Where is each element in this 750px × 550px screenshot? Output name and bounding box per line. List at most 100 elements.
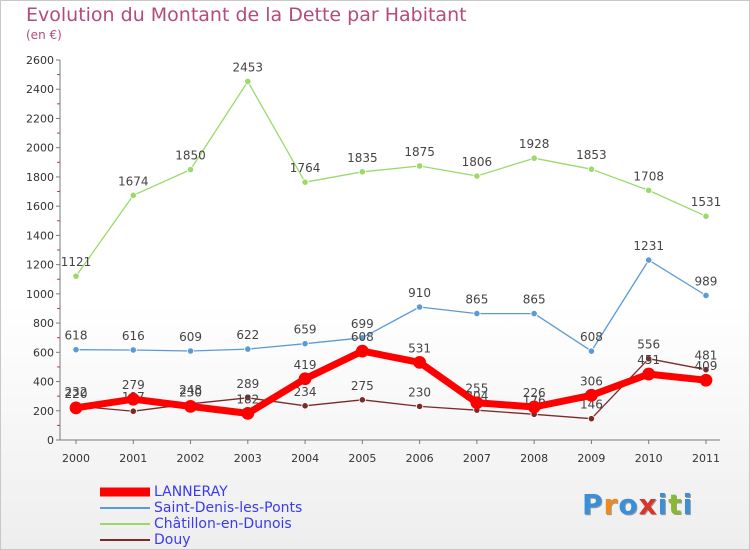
data-label-1: 865 (465, 293, 488, 307)
data-point-3 (645, 355, 653, 363)
data-point-1 (702, 291, 710, 300)
data-point-1 (186, 347, 195, 355)
data-point-3 (702, 366, 710, 374)
legend-item: LANNERAY (100, 484, 360, 500)
data-point-0 (184, 399, 197, 413)
data-label-1: 865 (523, 293, 546, 307)
y-tick-label: 200 (33, 405, 54, 418)
data-point-2 (186, 166, 195, 174)
legend-swatch (100, 523, 150, 525)
data-label-1: 910 (408, 286, 431, 300)
legend-item: Douy (100, 532, 360, 548)
data-point-0 (298, 372, 312, 386)
data-label-1: 608 (580, 330, 603, 344)
legend-label: LANNERAY (154, 484, 228, 500)
y-tick-label: 1600 (26, 200, 54, 213)
data-point-0 (126, 392, 140, 406)
data-label-0: 451 (637, 353, 660, 367)
legend-swatch (100, 507, 150, 509)
data-point-3 (244, 394, 252, 402)
data-point-2 (645, 186, 653, 194)
data-point-2 (72, 272, 80, 280)
data-point-1 (72, 346, 80, 354)
data-label-0: 531 (408, 341, 431, 355)
data-point-2 (473, 172, 481, 180)
data-point-3 (587, 415, 596, 423)
line-chart: 0 200 400 600 800 1000 1200 1400 1600 1800 2000 220… (26, 54, 722, 465)
data-point-2 (358, 168, 366, 176)
y-tick-label: 2200 (26, 112, 54, 125)
x-tick-label: 2000 (62, 452, 90, 465)
data-label-2: 1850 (175, 149, 206, 163)
chart-legend: LANNERAY Saint-Denis-les-Ponts Châtillon-e… (100, 484, 360, 548)
data-label-0: 255 (465, 382, 488, 396)
data-label-0: 409 (695, 359, 718, 373)
data-label-2: 1806 (462, 155, 493, 169)
data-point-0 (241, 406, 255, 420)
data-label-1: 659 (294, 323, 317, 337)
data-point-3 (301, 402, 309, 410)
legend-swatch (100, 539, 150, 541)
data-point-1 (587, 347, 596, 355)
y-tick-label: 2000 (26, 142, 54, 155)
data-label-0: 226 (523, 386, 546, 400)
data-label-0: 220 (65, 387, 88, 401)
data-label-1: 609 (179, 330, 202, 344)
data-label-1: 616 (122, 329, 145, 343)
x-tick-label: 2002 (177, 452, 205, 465)
data-label-2: 1764 (290, 161, 321, 175)
data-label-0: 608 (351, 330, 374, 344)
legend-item: Saint-Denis-les-Ponts (100, 500, 360, 516)
data-label-1: 1231 (633, 239, 664, 253)
x-tick-label: 2001 (119, 452, 147, 465)
data-label-3: 232 (65, 385, 88, 399)
data-label-2: 1875 (404, 145, 435, 159)
data-point-1 (416, 303, 424, 311)
data-label-0: 279 (122, 378, 145, 392)
legend-label: Saint-Denis-les-Ponts (154, 500, 303, 516)
data-point-2 (530, 154, 538, 162)
data-point-3 (416, 402, 424, 410)
x-tick-label: 2007 (463, 452, 491, 465)
x-tick-label: 2004 (291, 452, 319, 465)
data-point-1 (358, 334, 366, 342)
data-point-1 (473, 309, 481, 318)
data-label-3: 556 (637, 338, 660, 352)
data-point-0 (527, 400, 541, 414)
chart-subtitle: (en €) (26, 28, 62, 42)
data-point-0 (470, 396, 484, 410)
data-point-0 (585, 388, 598, 402)
y-tick-label: 2600 (26, 54, 54, 67)
data-point-0 (413, 355, 427, 369)
y-tick-label: 1200 (26, 259, 54, 272)
data-label-1: 989 (695, 274, 718, 288)
data-label-3: 289 (236, 377, 259, 391)
data-point-2 (244, 77, 252, 86)
x-tick-label: 2010 (635, 452, 663, 465)
data-label-3: 230 (408, 385, 431, 399)
data-point-0 (642, 367, 656, 381)
data-label-1: 699 (351, 317, 374, 331)
x-tick-label: 2005 (348, 452, 376, 465)
data-label-3: 234 (294, 385, 317, 399)
data-label-0: 306 (580, 374, 603, 388)
data-point-2 (129, 191, 137, 199)
data-point-1 (129, 346, 137, 354)
data-label-0: 419 (294, 358, 317, 372)
data-point-1 (645, 256, 653, 264)
data-point-2 (587, 165, 596, 173)
data-label-2: 1674 (118, 174, 149, 188)
data-label-0: 182 (236, 392, 259, 406)
data-label-2: 1531 (691, 195, 722, 209)
data-point-2 (301, 178, 309, 186)
y-tick-label: 2400 (26, 83, 54, 96)
data-label-3: 146 (580, 398, 603, 412)
data-point-3 (129, 407, 137, 415)
y-tick-label: 600 (33, 346, 54, 359)
x-tick-label: 2009 (577, 452, 605, 465)
data-label-2: 1928 (519, 137, 550, 151)
data-point-0 (355, 344, 369, 358)
chart-title: Evolution du Montant de la Dette par Hab… (26, 4, 467, 26)
y-tick-label: 0 (47, 434, 54, 447)
data-label-3: 481 (695, 349, 718, 363)
